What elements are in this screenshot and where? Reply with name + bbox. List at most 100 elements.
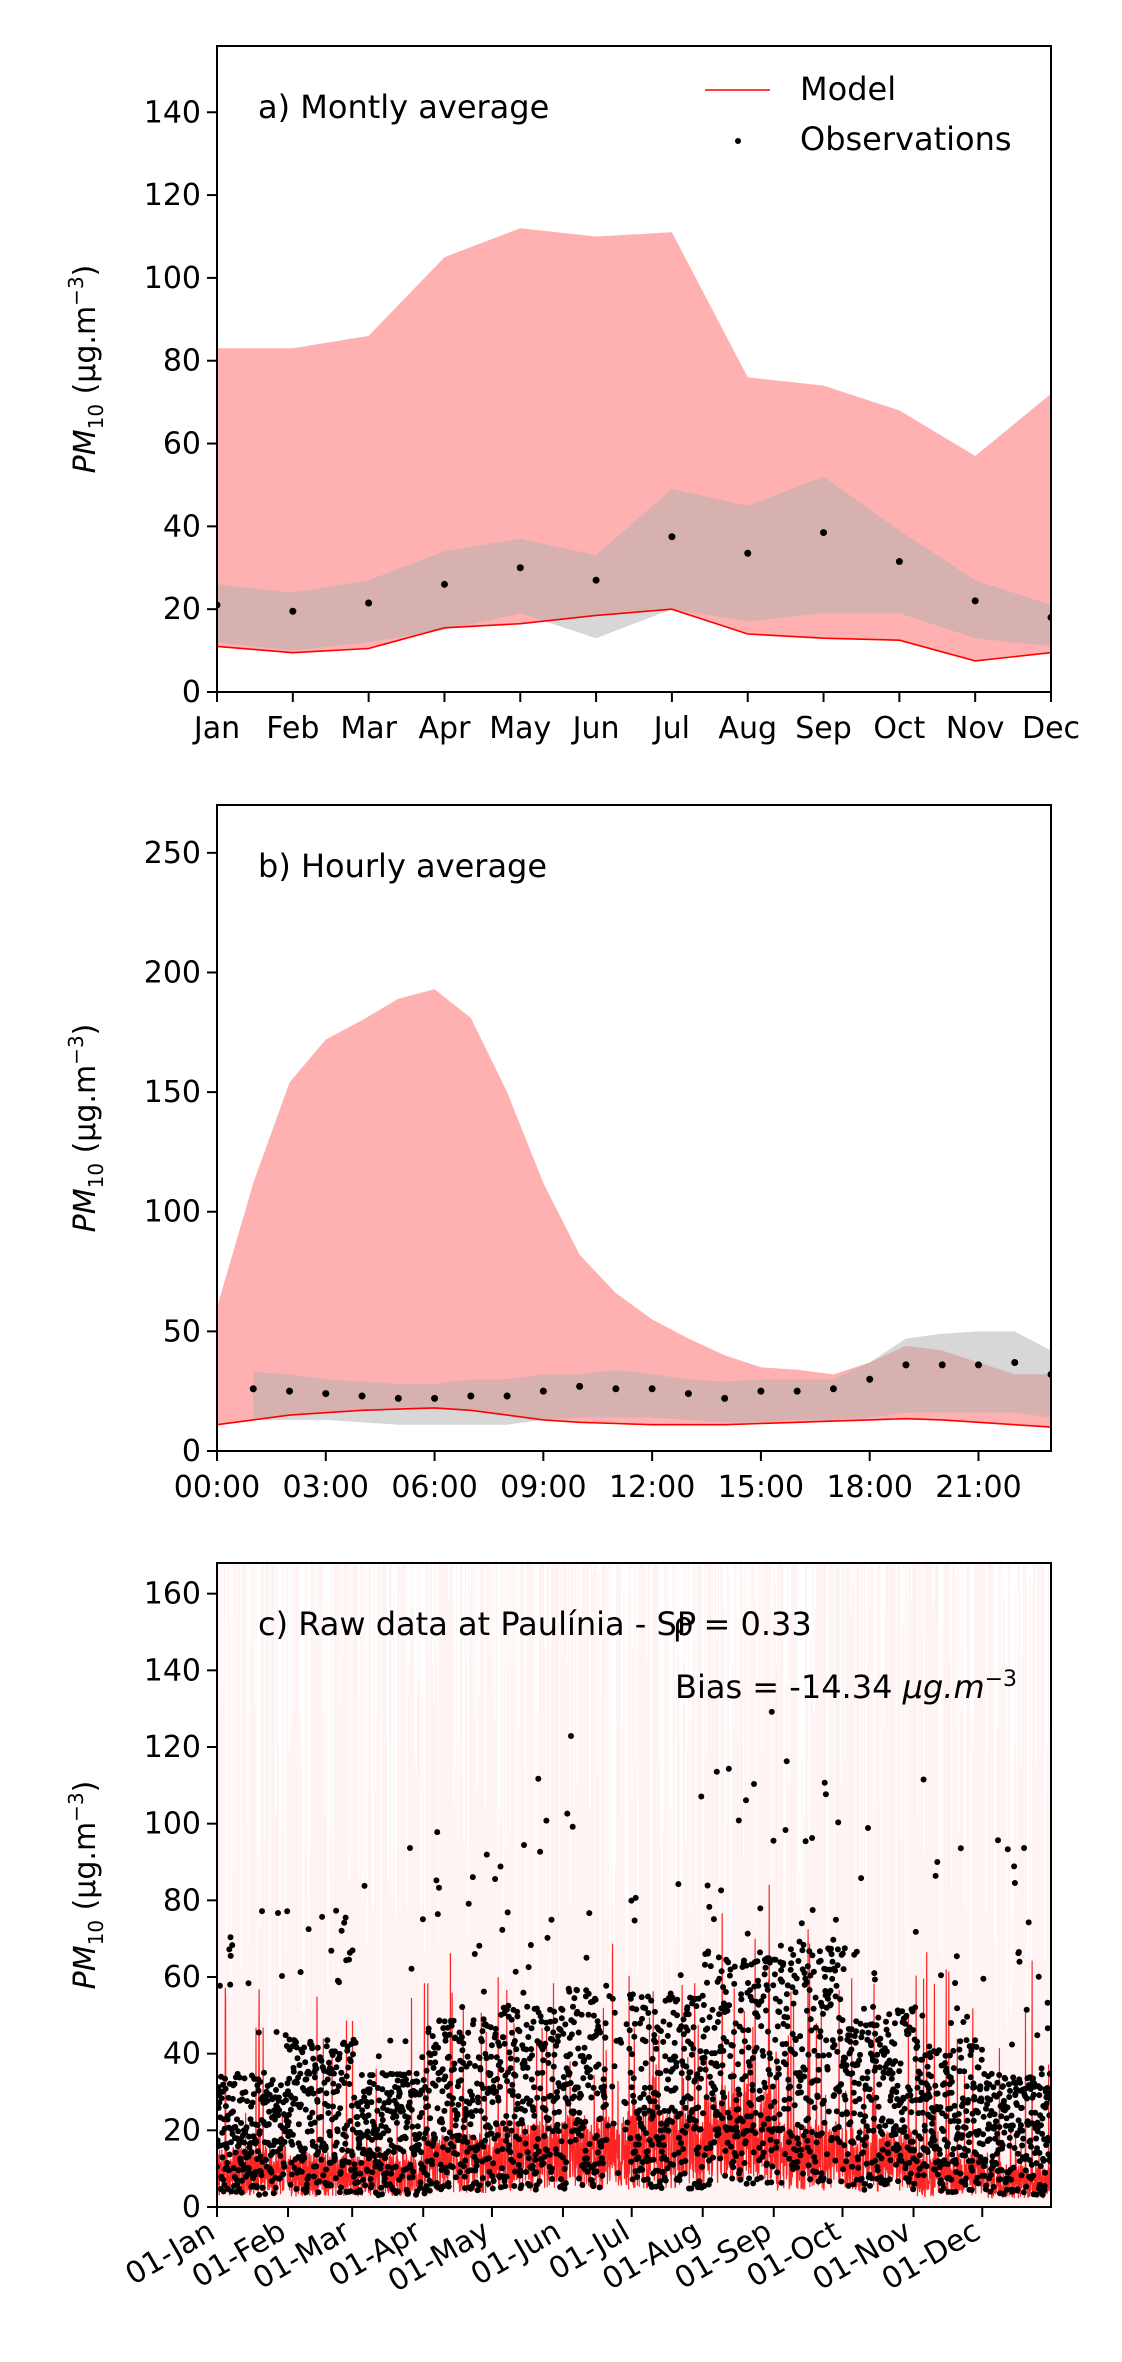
observation-point bbox=[812, 2024, 819, 2031]
observation-point bbox=[919, 2109, 926, 2116]
observation-point bbox=[222, 2085, 229, 2092]
observation-point bbox=[956, 2144, 963, 2151]
observation-point bbox=[297, 2101, 304, 2108]
y-tick-label: 250 bbox=[144, 836, 201, 871]
observation-point bbox=[473, 2163, 480, 2169]
observation-point bbox=[473, 2157, 480, 2164]
observation-point bbox=[305, 2173, 312, 2180]
observation-point bbox=[364, 2103, 371, 2110]
observation-point bbox=[914, 2043, 921, 2050]
observation-point bbox=[236, 2074, 243, 2081]
observation-point bbox=[769, 2083, 776, 2090]
observation-point bbox=[851, 2110, 857, 2117]
observation-point bbox=[799, 1947, 806, 1954]
observation-point bbox=[681, 2170, 688, 2177]
observation-point bbox=[805, 2051, 812, 2058]
observation-point bbox=[318, 2057, 325, 2064]
observation-point bbox=[817, 1957, 824, 1964]
observation-point bbox=[896, 2068, 903, 2075]
observation-point bbox=[888, 2075, 895, 2082]
observation-point bbox=[999, 2142, 1006, 2149]
observation-point bbox=[1042, 2169, 1048, 2176]
observation-point bbox=[535, 1775, 542, 1782]
observation-point bbox=[816, 1948, 823, 1955]
observation-point bbox=[849, 2163, 855, 2170]
observation-point bbox=[706, 2014, 713, 2021]
observation-point bbox=[908, 2109, 915, 2116]
observation-point bbox=[385, 2148, 392, 2155]
observation-point bbox=[560, 2074, 567, 2080]
observation-point bbox=[893, 2161, 900, 2168]
observation-point bbox=[790, 2000, 797, 2007]
observation-point bbox=[676, 2177, 683, 2184]
observation-point bbox=[362, 2151, 369, 2157]
observation-point bbox=[926, 2043, 933, 2050]
observation-point bbox=[781, 2050, 788, 2057]
observation-point bbox=[856, 2129, 863, 2136]
observation-point bbox=[250, 2091, 257, 2098]
observation-point bbox=[227, 1952, 234, 1959]
observation-point bbox=[530, 2124, 537, 2131]
observation-point bbox=[480, 2085, 487, 2092]
observation-point bbox=[492, 2025, 499, 2032]
observation-point bbox=[675, 1881, 682, 1888]
x-tick-label: 21:00 bbox=[935, 1470, 1021, 1505]
observation-point bbox=[232, 2123, 239, 2130]
observation-point bbox=[336, 1979, 342, 1986]
observation-point bbox=[669, 1994, 676, 2001]
observation-point bbox=[622, 2126, 629, 2133]
observation-point bbox=[609, 1995, 616, 2002]
observation-point bbox=[483, 1851, 490, 1858]
y-tick-label: 100 bbox=[144, 261, 201, 296]
observation-point bbox=[315, 2148, 322, 2155]
observation-point bbox=[442, 2037, 449, 2044]
observation-point bbox=[231, 2080, 238, 2087]
observation-point bbox=[861, 2181, 868, 2187]
observation-point bbox=[787, 1946, 794, 1953]
observation-point bbox=[286, 1387, 294, 1395]
observation-point bbox=[322, 1390, 330, 1398]
observation-point bbox=[516, 2136, 523, 2143]
observation-point bbox=[743, 1797, 749, 1804]
observation-point bbox=[241, 2139, 248, 2146]
observation-point bbox=[511, 2038, 518, 2044]
observation-point bbox=[750, 2180, 757, 2187]
observation-point bbox=[561, 2166, 568, 2172]
observation-point bbox=[839, 2111, 846, 2118]
observation-point bbox=[292, 2095, 299, 2102]
observation-point bbox=[515, 2093, 522, 2100]
observation-point bbox=[1002, 2075, 1009, 2082]
observation-point bbox=[903, 2133, 910, 2140]
observation-point bbox=[245, 1980, 252, 1987]
observation-point bbox=[302, 2059, 309, 2066]
observation-point bbox=[434, 1829, 441, 1836]
x-tick-label: 03:00 bbox=[283, 1470, 369, 1505]
observation-point bbox=[672, 2108, 678, 2115]
observation-point bbox=[241, 2075, 248, 2082]
observation-point bbox=[238, 2189, 245, 2196]
observation-point bbox=[262, 2190, 269, 2197]
observation-point bbox=[544, 1934, 551, 1941]
observation-point bbox=[476, 2055, 483, 2061]
observation-point bbox=[309, 2045, 316, 2052]
observation-point bbox=[411, 2151, 418, 2158]
observation-point bbox=[434, 1911, 441, 1918]
observation-point bbox=[765, 2028, 771, 2035]
observation-point bbox=[974, 1361, 982, 1369]
observation-point bbox=[308, 2128, 315, 2134]
observation-point bbox=[609, 2083, 616, 2090]
observation-point bbox=[284, 1908, 291, 1915]
observation-point bbox=[1009, 2188, 1016, 2195]
observation-point bbox=[425, 2103, 432, 2110]
y-tick-label: 20 bbox=[163, 2113, 201, 2148]
observation-point bbox=[217, 2104, 222, 2111]
observation-point bbox=[711, 2139, 718, 2146]
observation-point bbox=[738, 1991, 745, 1998]
observation-point bbox=[994, 2130, 1001, 2137]
observation-point bbox=[516, 2028, 523, 2035]
observation-point bbox=[576, 2175, 582, 2182]
observation-point bbox=[440, 580, 448, 588]
observation-point bbox=[951, 2102, 958, 2109]
observation-point bbox=[714, 2019, 721, 2025]
observation-point bbox=[720, 2000, 727, 2007]
